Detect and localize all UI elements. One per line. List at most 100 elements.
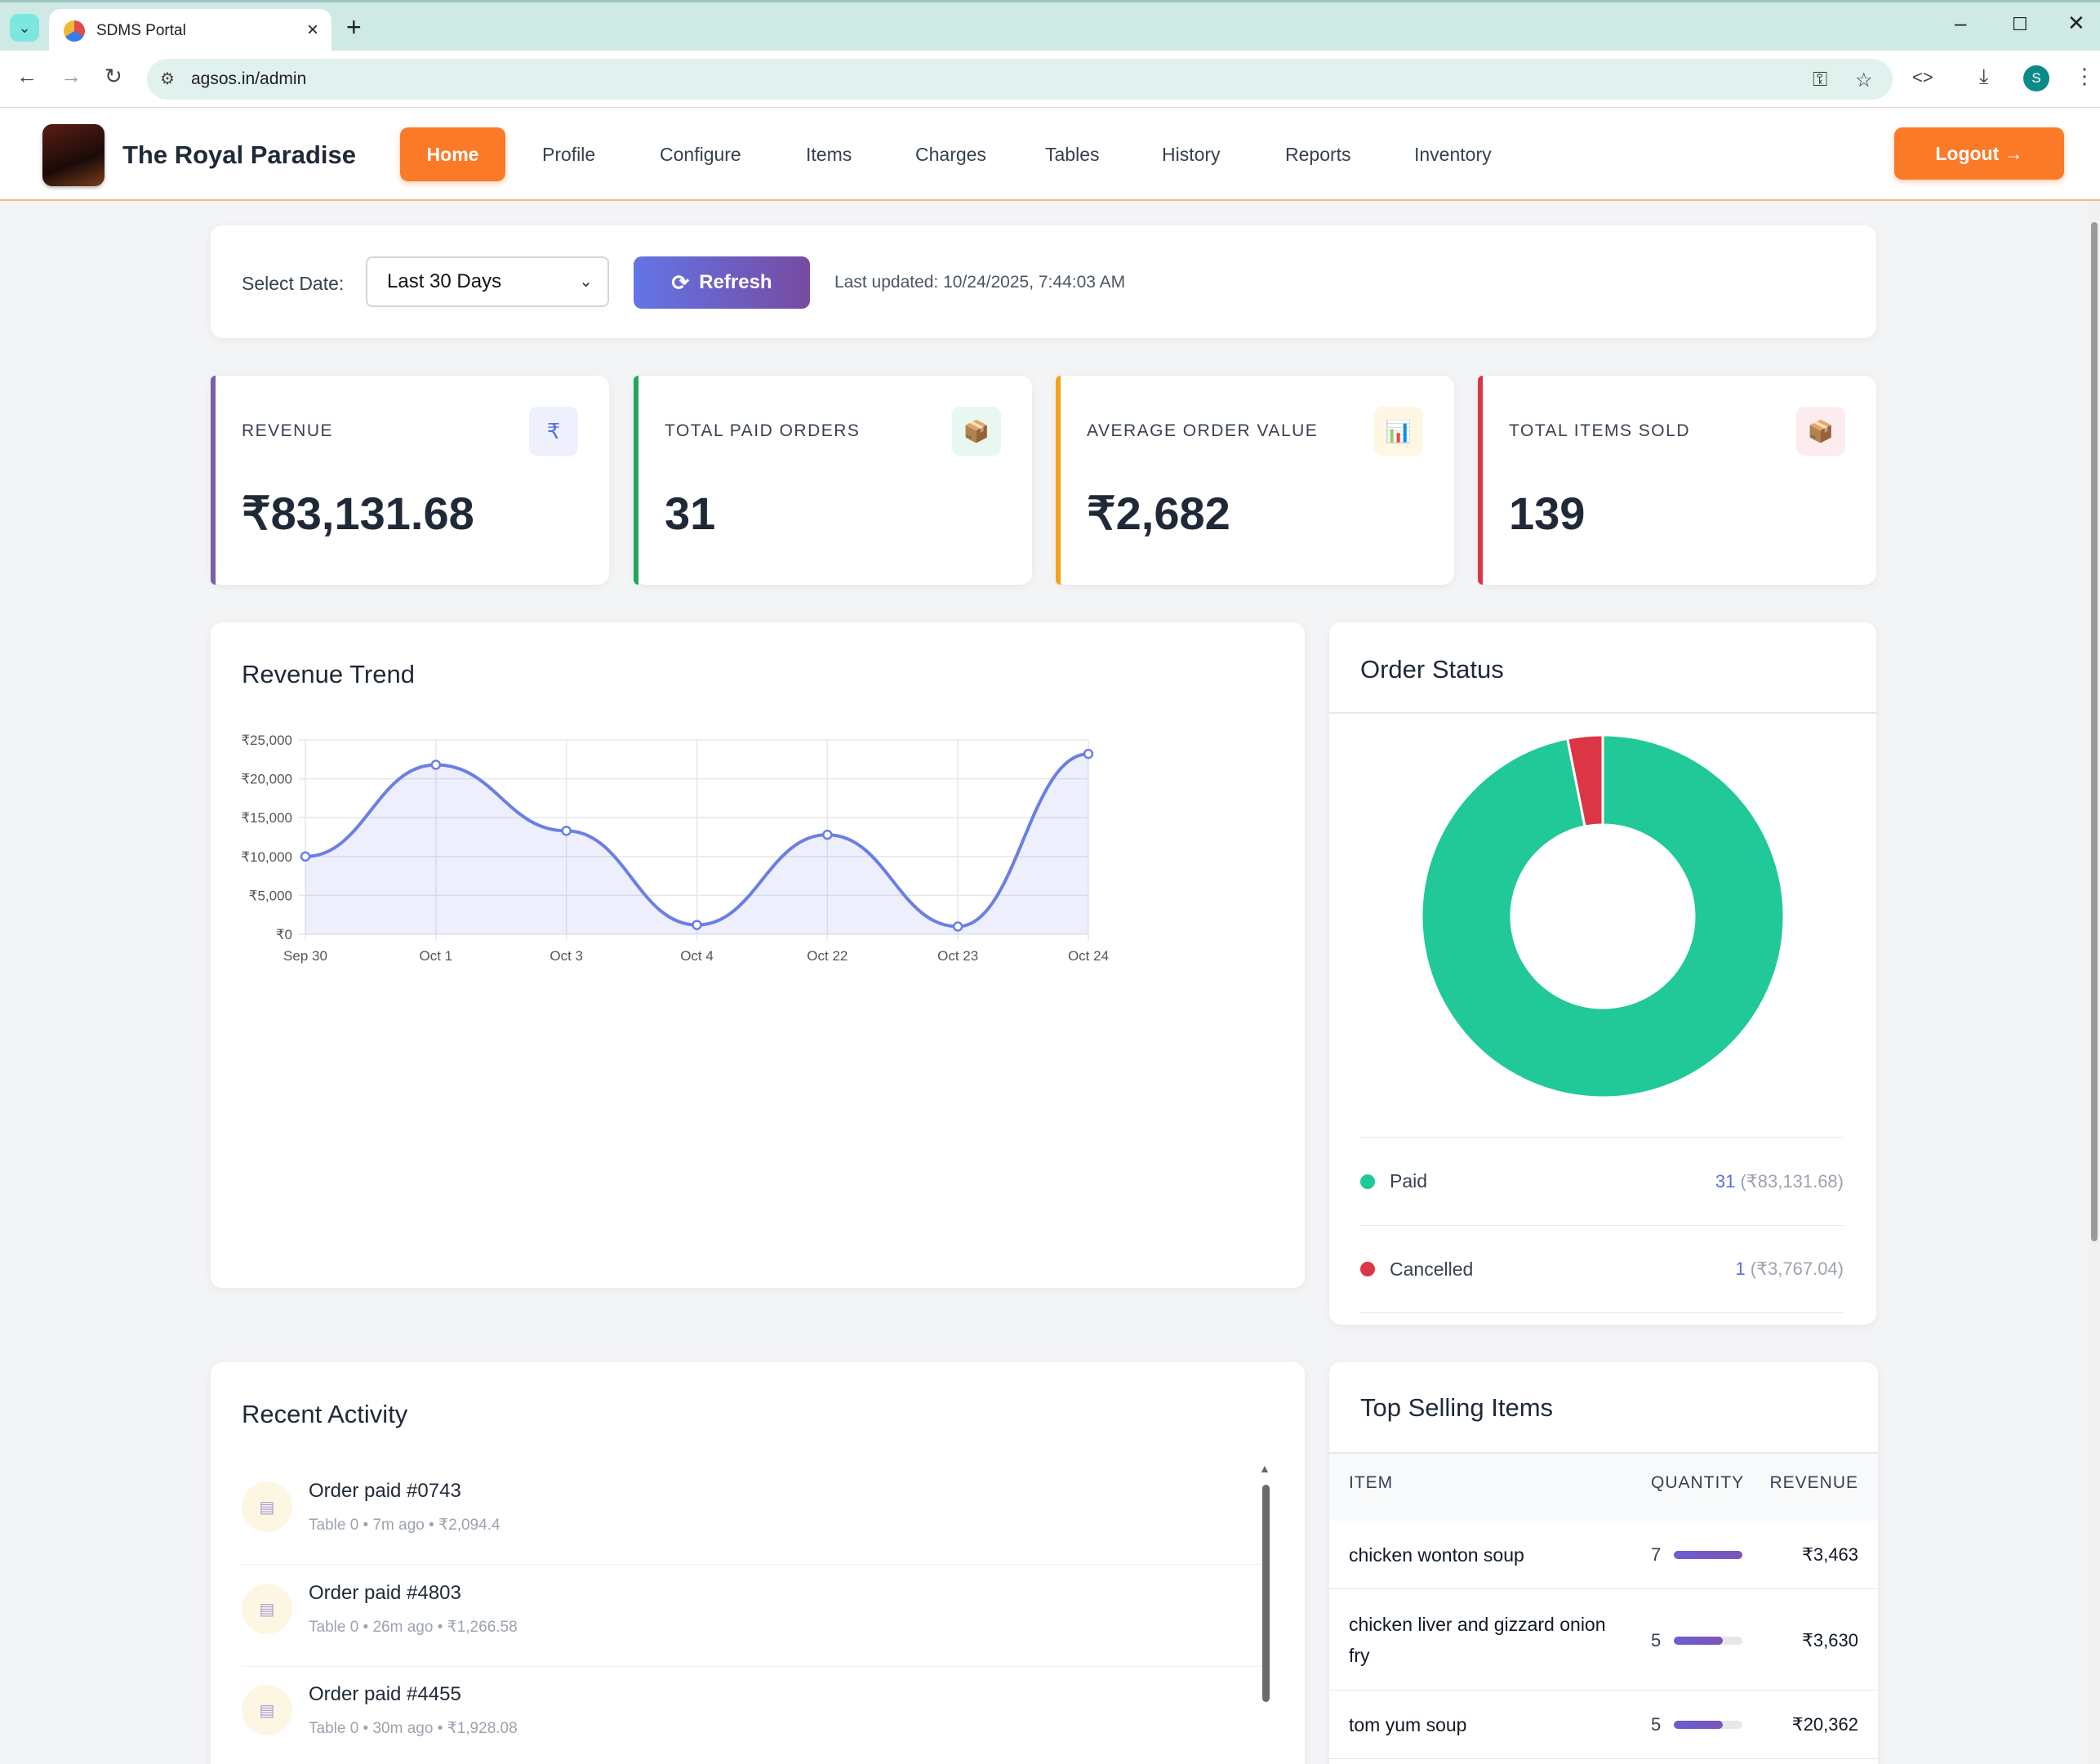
quantity-bar (1674, 1637, 1742, 1645)
package-icon: 📦 (1796, 407, 1845, 456)
nav-charges[interactable]: Charges (915, 143, 986, 165)
nav-inventory[interactable]: Inventory (1414, 143, 1492, 165)
x-tick-label: Oct 1 (420, 948, 453, 964)
column-header-revenue: REVENUE (1769, 1473, 1858, 1492)
activity-meta: Table 0 • 30m ago • ₹1,928.08 (309, 1720, 518, 1737)
column-header-item: ITEM (1349, 1473, 1394, 1492)
top-selling-title: Top Selling Items (1360, 1393, 1554, 1422)
activity-item[interactable]: ▤ Order paid #4455 Table 0 • 30m ago • ₹… (242, 1667, 1267, 1764)
window-close-icon[interactable]: ✕ (2067, 11, 2085, 35)
logout-button[interactable]: Logout → (1894, 127, 2064, 180)
date-range-select[interactable]: Last 30 Days ⌄ (366, 256, 609, 307)
bookmark-star-icon[interactable]: ☆ (1855, 69, 1873, 91)
kpi-accent-bar (634, 376, 638, 585)
browser-tab[interactable]: SDMS Portal × (49, 9, 331, 53)
nav-reports[interactable]: Reports (1285, 143, 1351, 165)
item-name: tom yum soup (1349, 1714, 1467, 1735)
app-header: The Royal Paradise Home Profile Configur… (0, 108, 2100, 201)
back-icon[interactable]: ← (16, 64, 38, 88)
maximize-icon[interactable]: ☐ (2012, 14, 2028, 34)
x-tick-label: Oct 4 (680, 948, 714, 964)
quantity-bar-fill (1674, 1637, 1723, 1645)
y-tick-label: ₹5,000 (249, 888, 292, 903)
revenue-data-point (952, 921, 963, 932)
legend-value: 31 (₹83,131.68) (1715, 1171, 1844, 1192)
kpi-label: TOTAL PAID ORDERS (665, 421, 861, 440)
close-tab-icon[interactable]: × (306, 19, 318, 41)
refresh-button[interactable]: ⟳ Refresh (634, 256, 810, 309)
activity-scroll-thumb[interactable] (1262, 1485, 1270, 1702)
revenue-data-point (692, 920, 702, 930)
page-scroll-thumb[interactable] (2091, 222, 2098, 1241)
nav-home[interactable]: Home (400, 127, 505, 181)
order-status-card: Order Status Paid 31 (₹83,131.68) Cancel… (1329, 622, 1876, 1325)
chevron-down-icon: ⌄ (18, 19, 31, 36)
revenue-data-point (561, 826, 572, 836)
kpi-label: TOTAL ITEMS SOLD (1509, 421, 1690, 440)
x-tick-label: Sep 30 (283, 948, 327, 964)
site-settings-icon[interactable]: ⚙ (160, 70, 175, 88)
minimize-icon[interactable]: – (1955, 11, 1967, 35)
table-header (1329, 1452, 1878, 1521)
revenue-trend-title: Revenue Trend (242, 660, 415, 688)
column-header-quantity: QUANTITY (1651, 1473, 1745, 1492)
activity-title: Order paid #0743 (309, 1480, 461, 1502)
new-tab-button[interactable]: + (346, 12, 362, 42)
date-range-value: Last 30 Days (387, 270, 502, 292)
nav-configure[interactable]: Configure (660, 143, 741, 165)
activity-item[interactable]: ▤ Order paid #4803 Table 0 • 26m ago • ₹… (242, 1566, 1267, 1667)
donut-slice-cancelled[interactable] (1565, 733, 1604, 828)
revenue-trend-chart: ₹0 ₹5,000 ₹10,000 ₹15,000 ₹20,000 ₹25,000 Sep … (241, 733, 1109, 964)
tab-search-button[interactable]: ⌄ (10, 14, 39, 42)
item-name: chicken wonton soup (1349, 1544, 1524, 1566)
kpi-card-items-sold: TOTAL ITEMS SOLD 📦 139 (1478, 376, 1876, 585)
kpi-value: ₹2,682 (1087, 488, 1230, 539)
kpi-accent-bar (211, 376, 216, 585)
nav-items[interactable]: Items (806, 143, 852, 165)
activity-meta: Table 0 • 7m ago • ₹2,094.4 (309, 1517, 501, 1534)
recent-activity-title: Recent Activity (242, 1400, 408, 1428)
nav-history[interactable]: History (1162, 143, 1221, 165)
activity-title: Order paid #4803 (309, 1582, 461, 1604)
devtools-icon[interactable]: <> (1912, 67, 1933, 87)
quantity-bar-fill (1674, 1551, 1742, 1559)
kpi-card-paid-orders: TOTAL PAID ORDERS 📦 31 (634, 376, 1032, 585)
y-tick-label: ₹15,000 (241, 810, 292, 826)
password-key-icon[interactable]: ⚿ (1813, 69, 1828, 91)
revenue-data-point (822, 829, 833, 840)
refresh-label: Refresh (699, 271, 772, 293)
menu-dots-icon[interactable]: ⋮ (2074, 64, 2095, 88)
nav-profile[interactable]: Profile (542, 143, 596, 165)
profile-avatar[interactable]: S (2023, 65, 2049, 91)
download-icon[interactable]: ⤓ (1979, 64, 1989, 88)
quantity-bar (1674, 1551, 1742, 1559)
table-row: chicken liver and gizzard onion fry 5 ₹3… (1329, 1589, 1878, 1690)
kpi-value: ₹83,131.68 (242, 488, 474, 539)
forward-icon[interactable]: → (60, 64, 82, 88)
bar-chart-icon: 📊 (1374, 407, 1423, 456)
top-selling-card: Top Selling Items ITEM QUANTITY REVENUE … (1329, 1362, 1878, 1764)
nav-tables[interactable]: Tables (1045, 143, 1100, 165)
donut-slice-paid[interactable] (1420, 733, 1786, 1099)
filter-card: Select Date: Last 30 Days ⌄ ⟳ Refresh La… (211, 225, 1876, 338)
scroll-up-arrow-icon[interactable]: ▲ (1259, 1462, 1270, 1475)
date-label: Select Date: (242, 273, 345, 294)
kpi-label: AVERAGE ORDER VALUE (1087, 421, 1319, 440)
legend-count: 1 (1735, 1258, 1746, 1279)
revenue-trend-card: Revenue Trend ₹0 ₹5,000 ₹10,000 ₹15,000 ₹20,… (211, 622, 1305, 1288)
divider (1329, 712, 1876, 714)
activity-title: Order paid #4455 (309, 1683, 461, 1705)
browser-tab-strip: ⌄ SDMS Portal × + – ☐ ✕ (0, 0, 2100, 53)
y-tick-label: ₹10,000 (241, 849, 292, 865)
recent-activity-card: Recent Activity ▤ Order paid #0743 Table… (211, 1362, 1305, 1764)
item-revenue: ₹3,463 (1801, 1544, 1858, 1565)
url-field[interactable]: ⚙ agsos.in/admin ⚿ ☆ (147, 59, 1893, 100)
activity-item[interactable]: ▤ Order paid #0743 Table 0 • 7m ago • ₹2… (242, 1463, 1267, 1565)
legend-value: 1 (₹3,767.04) (1735, 1258, 1844, 1280)
kpi-value: 31 (665, 488, 716, 539)
reload-icon[interactable]: ↻ (105, 64, 122, 88)
revenue-data-point (430, 760, 442, 770)
table-row: tom yum soup 5 ₹20,362 (1329, 1690, 1878, 1759)
table-row: chicken wonton soup 7 ₹3,463 (1329, 1521, 1878, 1589)
order-status-donut (1420, 733, 1786, 1099)
